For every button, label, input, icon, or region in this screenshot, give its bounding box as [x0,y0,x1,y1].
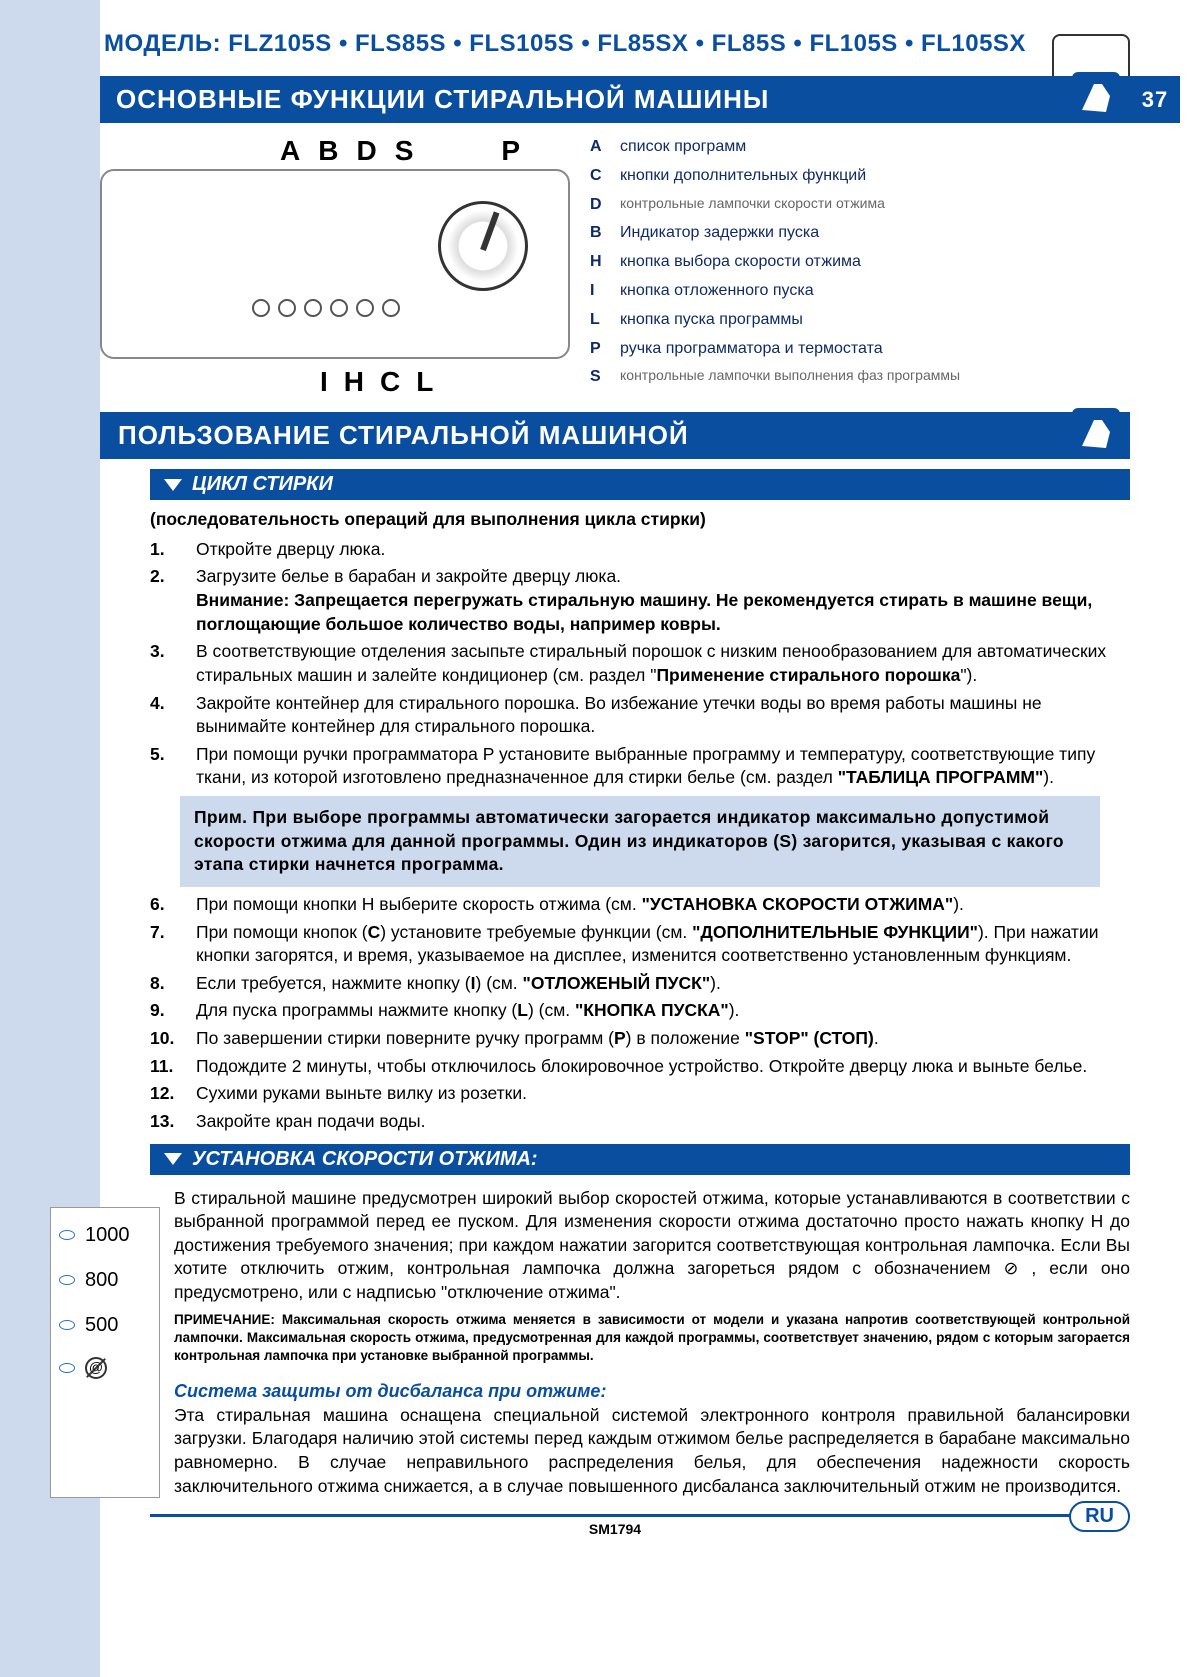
step-text: При помощи кнопок (C) установите требуем… [196,921,1130,968]
step-number: 3. [150,640,178,687]
legend-key: B [590,221,608,246]
program-dial-icon [438,201,528,291]
step-number: 9. [150,999,178,1023]
panel-label: A [280,135,300,167]
legend-key: P [590,337,608,362]
step-text: По завершении стирки поверните ручку про… [196,1027,1130,1051]
panel-label: D [356,135,376,167]
panel-label: P [501,135,520,167]
sequence-title: (последовательность операций для выполне… [150,508,1130,532]
led-icon [59,1230,75,1240]
step-text: Подождите 2 минуты, чтобы отключилось бл… [196,1055,1130,1079]
step-text: Закройте кран подачи воды. [196,1110,1130,1134]
legend-key: L [590,308,608,333]
footer-rule: RU [150,1514,1130,1517]
wash-cycle-heading-text: ЦИКЛ СТИРКИ [192,473,333,496]
spin-speed-value: 500 [85,1312,118,1339]
step-text: При помощи кнопки H выберите скорость от… [196,893,1130,917]
step-number: 12. [150,1082,178,1106]
legend-key: D [590,193,608,218]
step-number: 7. [150,921,178,968]
panel-label: L [416,366,433,398]
legend-text: контрольные лампочки скорости отжима [620,193,885,218]
legend-text: Индикатор задержки пуска [620,221,819,246]
panel-label: H [344,366,364,398]
legend-text: кнопка отложенного пуска [620,279,814,304]
usage-section-title-text: ПОЛЬЗОВАНИЕ СТИРАЛЬНОЙ МАШИНОЙ [118,420,689,450]
legend-key: H [590,250,608,275]
step-text: Для пуска программы нажмите кнопку (L) (… [196,999,1130,1023]
balance-protection-text: Эта стиральная машина оснащена специальн… [174,1404,1130,1499]
no-spin-icon: @ [85,1357,107,1379]
spin-speed-note: ПРИМЕЧАНИЕ: Максимальная скорость отжима… [174,1311,1130,1366]
panel-label: S [395,135,414,167]
control-legend: Aсписок программ Cкнопки дополнительных ф… [590,135,1130,394]
step-number: 8. [150,972,178,996]
panel-label: C [380,366,400,398]
legend-text: ручка программатора и термостата [620,337,883,362]
legend-key: S [590,365,608,390]
step-text: Загрузите белье в барабан и закройте две… [196,565,1130,636]
hand-icon [1072,72,1120,120]
legend-text: кнопка пуска программы [620,308,803,333]
usage-section-title: ПОЛЬЗОВАНИЕ СТИРАЛЬНОЙ МАШИНОЙ [100,412,1130,459]
led-icon [59,1320,75,1330]
wash-steps-list: 1. Откройте дверцу люка. 2. Загрузите белье… [150,538,1130,790]
language-badge: RU [1069,1501,1130,1532]
spin-speed-heading: УСТАНОВКА СКОРОСТИ ОТЖИМА: [150,1144,1130,1175]
panel-buttons-icon [252,299,400,317]
legend-text: кнопка выбора скорости отжима [620,250,861,275]
document-code: SM1794 [100,1521,1130,1537]
hand-icon [1072,408,1120,456]
step-number: 2. [150,565,178,636]
wash-steps-list-continued: 6. При помощи кнопки H выберите скорость … [150,893,1130,1134]
model-prefix: МОДЕЛЬ: [104,30,221,57]
spin-speed-value: 1000 [85,1222,130,1249]
control-panel-diagram: A B D S P I H C L [100,135,570,394]
spin-speed-indicator-diagram: 1000 800 500 @ [50,1207,160,1499]
main-title: ОСНОВНЫЕ ФУНКЦИИ СТИРАЛЬНОЙ МАШИНЫ [116,84,769,115]
spin-speed-value: 800 [85,1267,118,1294]
step-text: Откройте дверцу люка. [196,538,1130,562]
step-number: 1. [150,538,178,562]
program-note-box: Прим. При выборе программы автоматически… [180,796,1100,887]
step-text: Если требуется, нажмите кнопку (I) (см. … [196,972,1130,996]
legend-key: A [590,135,608,160]
model-heading: МОДЕЛЬ: FLZ105S • FLS85S • FLS105S • FL8… [100,30,1130,58]
step-number: 10. [150,1027,178,1051]
wash-cycle-heading: ЦИКЛ СТИРКИ [150,469,1130,500]
legend-key: I [590,279,608,304]
model-list: FLZ105S • FLS85S • FLS105S • FL85SX • FL… [228,30,1026,57]
page-number: 37 [1130,76,1180,123]
main-title-bar: ОСНОВНЫЕ ФУНКЦИИ СТИРАЛЬНОЙ МАШИНЫ 37 [100,76,1130,123]
legend-text: список программ [620,135,746,160]
step-number: 13. [150,1110,178,1134]
step-text: Закройте контейнер для стирального порош… [196,692,1130,739]
legend-text: контрольные лампочки выполнения фаз прог… [620,365,960,390]
panel-label: I [320,366,328,398]
legend-key: C [590,164,608,189]
step-number: 11. [150,1055,178,1079]
legend-text: кнопки дополнительных функций [620,164,866,189]
spin-speed-heading-text: УСТАНОВКА СКОРОСТИ ОТЖИМА: [192,1148,538,1171]
step-number: 6. [150,893,178,917]
panel-label: B [318,135,338,167]
step-text: Сухими руками выньте вилку из розетки. [196,1082,1130,1106]
led-icon [59,1275,75,1285]
balance-protection-title: Система защиты от дисбаланса при отжиме: [174,1379,1130,1403]
step-number: 4. [150,692,178,739]
step-text: В соответствующие отделения засыпьте сти… [196,640,1130,687]
spin-speed-text: В стиральной машине предусмотрен широкий… [174,1187,1130,1305]
led-icon [59,1363,75,1373]
step-text: При помощи ручки программатора P установ… [196,743,1130,790]
step-number: 5. [150,743,178,790]
